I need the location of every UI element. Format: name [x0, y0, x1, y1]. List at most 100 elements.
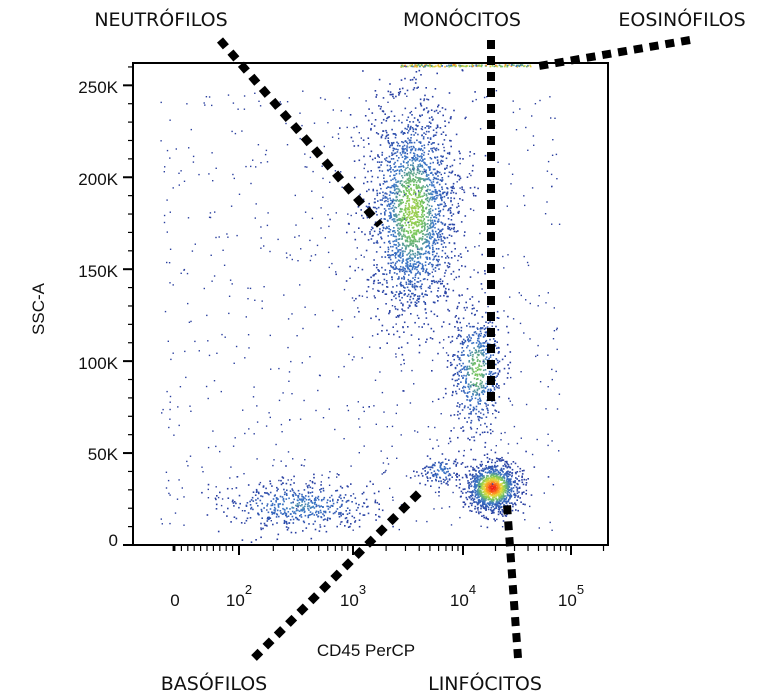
event-dot: [172, 284, 174, 286]
event-dot: [323, 514, 325, 517]
event-dot: [450, 235, 453, 237]
event-dot: [519, 497, 521, 499]
event-dot: [456, 355, 459, 357]
event-dot: [397, 278, 399, 280]
event-dot: [393, 295, 395, 298]
event-dot: [423, 179, 425, 182]
event-dot: [473, 468, 476, 470]
event-dot: [394, 185, 396, 187]
event-dot: [480, 493, 482, 496]
event-dot: [414, 238, 416, 241]
event-dot: [482, 498, 484, 500]
event-dot: [439, 210, 441, 213]
event-dot: [471, 510, 473, 512]
event-dot: [415, 285, 417, 287]
event-dot: [436, 439, 438, 441]
event-dot: [376, 192, 379, 195]
event-dot: [241, 130, 243, 132]
event-dot: [402, 195, 405, 198]
event-dot: [470, 465, 472, 468]
event-dot: [431, 226, 433, 229]
event-dot: [422, 278, 425, 281]
event-dot: [494, 489, 496, 492]
event-dot: [292, 518, 295, 521]
event-dot: [332, 109, 334, 111]
event-dot: [381, 170, 384, 172]
event-dot: [409, 220, 412, 223]
event-dot: [264, 153, 267, 156]
event-dot: [314, 482, 316, 485]
event-dot: [491, 480, 493, 482]
event-dot: [375, 514, 377, 516]
event-dot: [421, 205, 423, 207]
event-dot: [414, 301, 417, 304]
event-dot: [370, 129, 372, 131]
event-dot: [389, 270, 391, 272]
event-dot: [521, 473, 524, 475]
event-dot: [442, 155, 444, 158]
event-dot: [421, 326, 423, 328]
event-dot: [390, 216, 393, 218]
event-dot: [375, 423, 377, 425]
event-dot: [245, 165, 247, 168]
event-dot: [521, 475, 523, 478]
event-dot: [410, 239, 412, 241]
event-dot: [439, 193, 442, 196]
event-dot: [447, 484, 449, 486]
event-dot: [399, 88, 401, 90]
event-dot: [401, 150, 404, 153]
event-dot: [471, 502, 473, 505]
event-dot: [413, 166, 415, 169]
event-dot: [267, 511, 270, 514]
event-dot: [511, 468, 514, 471]
event-dot: [480, 344, 482, 347]
event-dot: [346, 126, 348, 129]
event-dot: [473, 307, 475, 310]
event-dot: [439, 230, 441, 233]
event-dot: [418, 326, 420, 328]
event-dot: [443, 201, 446, 204]
event-dot: [425, 216, 428, 218]
event-dot: [499, 510, 502, 513]
event-dot: [414, 304, 417, 307]
event-dot: [377, 155, 379, 158]
event-dot: [400, 218, 403, 221]
event-dot: [404, 293, 406, 295]
event-dot: [406, 172, 409, 175]
event-dot: [474, 495, 476, 498]
event-dot: [404, 169, 406, 171]
event-dot: [496, 518, 498, 521]
event-dot: [435, 479, 437, 482]
event-dot: [426, 184, 428, 187]
event-dot: [483, 495, 485, 498]
event-dot: [422, 243, 424, 245]
event-dot: [378, 169, 381, 172]
event-dot: [295, 494, 297, 496]
event-dot: [496, 375, 498, 377]
event-dot: [518, 292, 520, 294]
event-dot: [460, 390, 463, 392]
event-dot: [309, 514, 312, 516]
event-dot: [399, 219, 401, 221]
event-dot: [457, 402, 459, 404]
event-dot: [482, 374, 485, 376]
event-dot: [314, 528, 317, 531]
event-dot: [388, 205, 391, 208]
event-dot: [515, 472, 517, 475]
event-dot: [502, 471, 504, 473]
event-dot: [437, 218, 440, 221]
event-dot: [485, 503, 487, 506]
event-dot: [499, 503, 502, 505]
event-dot: [192, 155, 195, 158]
event-dot: [407, 116, 410, 119]
event-dot: [419, 273, 421, 276]
event-dot: [399, 90, 402, 93]
event-dot: [421, 247, 423, 250]
event-dot: [421, 166, 424, 168]
event-dot: [419, 149, 422, 151]
event-dot: [428, 209, 430, 211]
event-dot: [433, 238, 436, 240]
event-dot: [298, 519, 300, 521]
event-dot: [430, 158, 433, 160]
event-dot: [365, 205, 368, 208]
